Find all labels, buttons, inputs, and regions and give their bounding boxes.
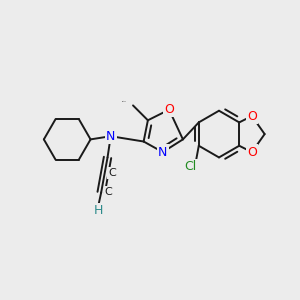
Text: C: C: [108, 168, 116, 178]
Text: N: N: [158, 146, 167, 159]
Text: H: H: [93, 204, 103, 217]
Text: methyl: methyl: [129, 99, 134, 100]
Text: Cl: Cl: [184, 160, 196, 173]
Text: N: N: [106, 130, 116, 143]
Text: O: O: [247, 146, 257, 159]
Text: O: O: [164, 103, 174, 116]
Text: O: O: [247, 110, 257, 122]
Text: methyl: methyl: [122, 100, 127, 102]
Text: C: C: [105, 188, 112, 197]
